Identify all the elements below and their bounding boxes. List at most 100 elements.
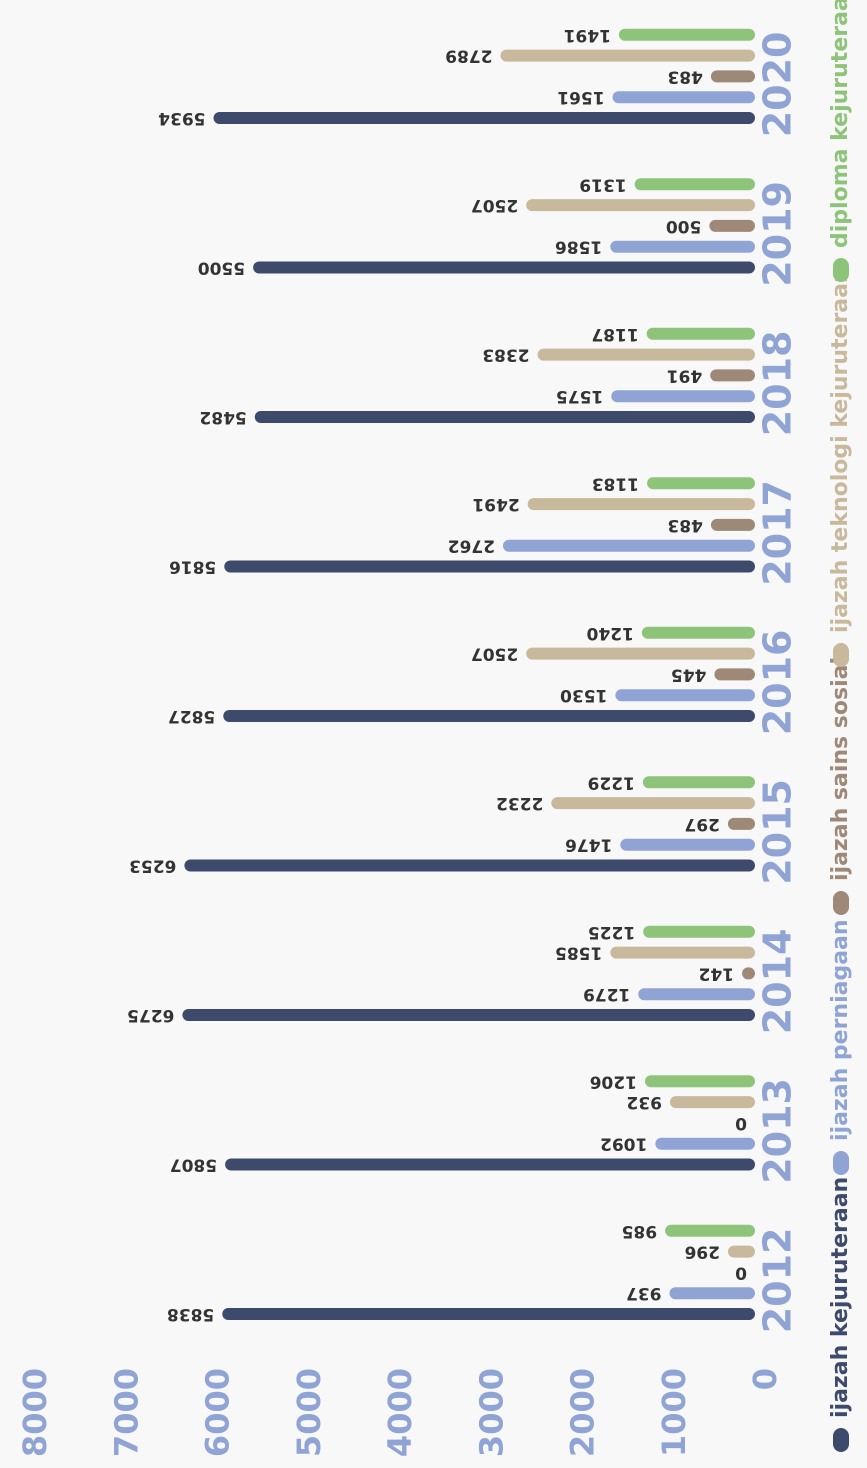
value-label: 1240 xyxy=(586,623,633,643)
legend-swatch xyxy=(833,258,849,282)
x-tick-label: 2013 xyxy=(756,1078,800,1184)
value-label: 483 xyxy=(667,66,703,86)
value-label: 1586 xyxy=(555,237,602,257)
bar xyxy=(644,1075,755,1088)
value-label: 932 xyxy=(626,1092,662,1112)
bar xyxy=(620,838,755,851)
value-label: 500 xyxy=(666,216,702,236)
value-label: 1491 xyxy=(564,25,611,45)
value-label: 2789 xyxy=(445,46,492,66)
bar xyxy=(727,817,755,830)
legend-swatch xyxy=(833,1151,849,1175)
bar xyxy=(611,390,755,403)
bar xyxy=(502,539,755,552)
value-label: 1319 xyxy=(579,174,626,194)
bar xyxy=(500,49,755,62)
value-label: 985 xyxy=(622,1221,658,1241)
bar xyxy=(213,112,755,124)
y-tick-label: 4000 xyxy=(381,1368,419,1457)
y-tick-label: 8000 xyxy=(16,1368,54,1457)
bar xyxy=(610,240,755,253)
value-label: 491 xyxy=(667,365,703,385)
x-tick-label: 2015 xyxy=(756,779,800,885)
bar xyxy=(710,70,755,83)
bar xyxy=(646,327,755,340)
value-label: 1092 xyxy=(600,1134,647,1154)
value-label: 2383 xyxy=(482,345,529,365)
bar xyxy=(647,477,755,490)
value-label: 2491 xyxy=(472,494,519,514)
value-label: 5500 xyxy=(198,258,245,278)
bar xyxy=(615,689,755,702)
value-label: 5827 xyxy=(168,706,215,726)
legend-label: ijazah perniagaan xyxy=(828,919,853,1141)
value-label: 5807 xyxy=(170,1155,217,1175)
y-tick-label: 5000 xyxy=(290,1368,328,1457)
bar xyxy=(225,1158,755,1171)
bar xyxy=(551,797,755,810)
bar xyxy=(618,28,755,41)
value-label: 1183 xyxy=(592,473,639,493)
value-label: 5934 xyxy=(158,108,205,128)
value-label: 6275 xyxy=(127,1005,174,1025)
value-label: 1561 xyxy=(557,87,604,107)
bar xyxy=(638,988,755,1001)
bar xyxy=(224,560,756,573)
bar xyxy=(709,219,755,232)
legend-label: ijazah kejuruteraan xyxy=(828,1177,853,1418)
y-tick-label: 6000 xyxy=(199,1368,237,1457)
legend-label: diploma kejuruteraan xyxy=(828,0,853,248)
value-label: 142 xyxy=(699,963,735,983)
value-label: 2232 xyxy=(496,793,543,813)
bar xyxy=(253,261,755,274)
value-label: 483 xyxy=(667,515,703,535)
y-tick-label: 0 xyxy=(746,1368,784,1390)
bar xyxy=(254,411,755,423)
bar xyxy=(610,946,755,959)
x-tick-label: 2012 xyxy=(756,1228,800,1334)
bar xyxy=(642,776,755,789)
bar xyxy=(612,91,755,104)
value-label: 5482 xyxy=(199,407,246,427)
value-label: 2507 xyxy=(471,195,518,215)
value-label: 0 xyxy=(735,1262,747,1282)
value-label: 5838 xyxy=(167,1304,214,1324)
bar xyxy=(742,967,755,980)
bar xyxy=(223,710,755,722)
bar xyxy=(714,668,755,681)
legend-swatch xyxy=(833,643,849,667)
value-label: 1530 xyxy=(560,685,607,705)
value-label: 296 xyxy=(684,1242,720,1262)
legend-swatch xyxy=(833,891,849,915)
x-tick-label: 2019 xyxy=(756,181,800,287)
bar xyxy=(641,626,755,639)
y-tick-label: 1000 xyxy=(655,1368,693,1457)
value-label: 445 xyxy=(671,664,707,684)
bar xyxy=(669,1287,755,1300)
y-tick-label: 7000 xyxy=(107,1368,145,1457)
bar xyxy=(665,1224,755,1237)
bar xyxy=(537,348,755,361)
value-label: 1575 xyxy=(556,386,603,406)
x-tick-label: 2017 xyxy=(756,480,800,586)
bar xyxy=(655,1137,755,1150)
legend-swatch xyxy=(833,1428,849,1452)
bar xyxy=(710,518,755,531)
y-tick-label: 3000 xyxy=(472,1368,510,1457)
value-label: 1585 xyxy=(555,943,602,963)
y-tick-label: 2000 xyxy=(564,1368,602,1457)
bar xyxy=(182,1009,755,1021)
value-label: 5816 xyxy=(169,557,216,577)
value-label: 1206 xyxy=(590,1071,637,1091)
value-label: 1225 xyxy=(588,922,635,942)
bar xyxy=(710,369,755,382)
x-tick-label: 2018 xyxy=(756,331,800,437)
value-label: 0 xyxy=(735,1113,747,1133)
value-label: 1187 xyxy=(591,324,638,344)
bar xyxy=(526,647,755,660)
bar xyxy=(669,1096,755,1109)
bar xyxy=(727,1245,755,1258)
x-tick-label: 2016 xyxy=(756,630,800,736)
bar xyxy=(643,925,755,938)
x-tick-label: 2020 xyxy=(756,32,800,138)
